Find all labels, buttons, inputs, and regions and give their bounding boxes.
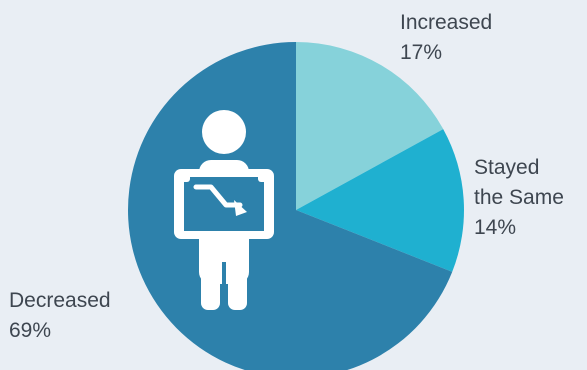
slice-label-stayed-value: 14% bbox=[474, 216, 517, 239]
person-holding-declining-chart-icon bbox=[174, 110, 274, 310]
slice-label-stayed-name-line2: the Same bbox=[474, 186, 564, 209]
left-hand bbox=[178, 170, 190, 182]
slice-label-stayed-name-line1: Stayed bbox=[474, 156, 540, 179]
slice-label-stayed-the-same: Stayed the Same 14% bbox=[474, 153, 564, 243]
trend-arrowhead bbox=[234, 200, 247, 216]
slice-label-decreased-name: Decreased bbox=[9, 289, 111, 312]
slice-label-decreased-value: 69% bbox=[9, 319, 52, 342]
pie-slice-increased bbox=[296, 42, 444, 210]
legs-gap bbox=[222, 262, 226, 310]
right-leg bbox=[228, 262, 247, 310]
right-hand bbox=[258, 170, 270, 182]
slice-label-increased-name: Increased bbox=[400, 11, 493, 34]
pie-slice-stayed-the-same bbox=[296, 129, 464, 272]
declining-trend-line bbox=[193, 184, 243, 208]
left-leg bbox=[201, 262, 220, 310]
person-head bbox=[202, 110, 246, 154]
slice-label-increased: Increased 17% bbox=[400, 8, 492, 68]
slice-label-increased-value: 17% bbox=[400, 41, 443, 64]
slice-label-decreased: Decreased 69% bbox=[9, 286, 111, 346]
